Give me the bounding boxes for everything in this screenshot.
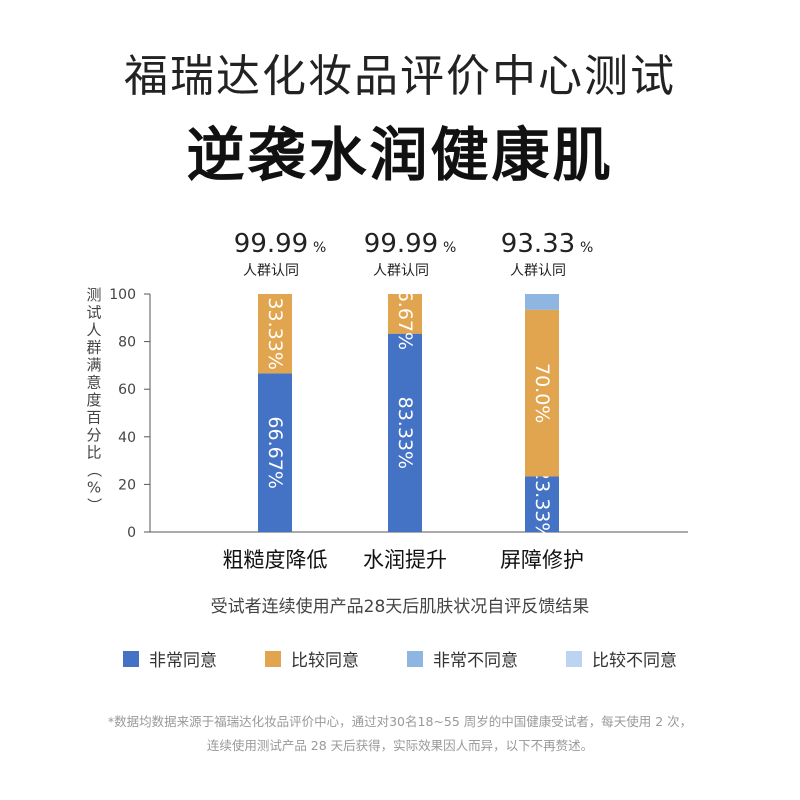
bar-segment <box>258 294 292 374</box>
category-label: 屏障修护 <box>500 548 584 572</box>
y-axis-label-char: 分 <box>86 426 101 444</box>
y-tick-label: 100 <box>109 287 136 303</box>
bar-segment <box>525 476 559 532</box>
y-tick-label: 60 <box>118 382 136 398</box>
y-axis-label-char: ） <box>85 497 103 512</box>
y-axis-label-char: % <box>87 479 101 497</box>
bar-segment <box>388 333 422 532</box>
bar-value-label: 66.67% <box>264 416 286 488</box>
y-axis-label-char: 人 <box>86 321 101 339</box>
footnote-line-1: *数据均数据来源于福瑞达化妆品评价中心，通过对30名18~55 周岁的中国健康受… <box>107 714 693 729</box>
y-axis-label-char: （ <box>85 462 103 477</box>
approval-label: 人群认同 <box>510 263 566 279</box>
y-tick-label: 80 <box>118 335 136 351</box>
approval-unit: % <box>443 240 456 256</box>
category-label: 水润提升 <box>363 548 447 572</box>
approval-value: 99.99 <box>364 229 438 259</box>
legend-swatch <box>566 650 582 667</box>
legend-item: 比较同意 <box>265 646 359 671</box>
bar-value-label: 70.0% <box>531 363 553 423</box>
y-axis-label-char: 意 <box>86 374 101 392</box>
approval-value: 99.99 <box>234 229 308 259</box>
bar-value-label: 16.67% <box>394 278 416 350</box>
bar-segment <box>388 294 422 334</box>
y-axis-label-char: 比 <box>86 444 101 462</box>
y-tick-label: 20 <box>118 477 136 493</box>
chart-caption: 受试者连续使用产品28天后肌肤状况自评反馈结果 <box>210 597 590 617</box>
legend-swatch <box>123 650 139 667</box>
y-axis-label-char: 百 <box>86 409 101 427</box>
approval-value: 93.33 <box>501 229 575 259</box>
approval-unit: % <box>580 240 593 256</box>
legend-label: 比较不同意 <box>592 651 677 671</box>
legend-item: 比较不同意 <box>566 646 677 671</box>
legend-label: 比较同意 <box>291 651 359 671</box>
footnote: *数据均数据来源于福瑞达化妆品评价中心，通过对30名18~55 周岁的中国健康受… <box>0 710 800 758</box>
title-line-2: 逆袭水润健康肌 <box>186 121 614 189</box>
bar-value-label: 83.33% <box>394 397 416 469</box>
y-axis-label-char: 群 <box>86 339 101 357</box>
bar-segment <box>525 309 559 477</box>
approval-unit: % <box>313 240 326 256</box>
bar-segment <box>258 373 292 532</box>
stacked-bar-chart: 020406080100测试人群满意度百分比（%）66.67%33.33%粗糙度… <box>85 229 688 572</box>
legend-item: 非常不同意 <box>407 646 518 671</box>
y-axis-label-char: 满 <box>86 356 101 374</box>
y-axis-label-char: 测 <box>86 286 101 304</box>
footnote-line-2: 连续使用测试产品 28 天后获得，实际效果因人而异，以下不再赘述。 <box>206 738 594 753</box>
title-line-1: 福瑞达化妆品评价中心测试 <box>124 51 676 102</box>
bar-segment <box>525 294 559 310</box>
y-axis-label-char: 试 <box>86 304 101 322</box>
category-label: 粗糙度降低 <box>223 548 328 572</box>
legend-swatch <box>407 650 423 667</box>
legend-item: 非常同意 <box>123 646 217 671</box>
bar-value-label: 23.33% <box>531 468 553 540</box>
legend-swatch <box>265 650 281 667</box>
approval-label: 人群认同 <box>373 263 429 279</box>
approval-label: 人群认同 <box>243 263 299 279</box>
legend-label: 非常不同意 <box>433 651 518 671</box>
legend: 非常同意 比较同意 非常不同意 比较不同意 <box>0 646 800 671</box>
y-tick-label: 0 <box>127 525 136 541</box>
y-tick-label: 40 <box>118 430 136 446</box>
y-axis-label-char: 度 <box>86 391 101 409</box>
legend-label: 非常同意 <box>149 651 217 671</box>
bar-value-label: 33.33% <box>264 297 286 369</box>
